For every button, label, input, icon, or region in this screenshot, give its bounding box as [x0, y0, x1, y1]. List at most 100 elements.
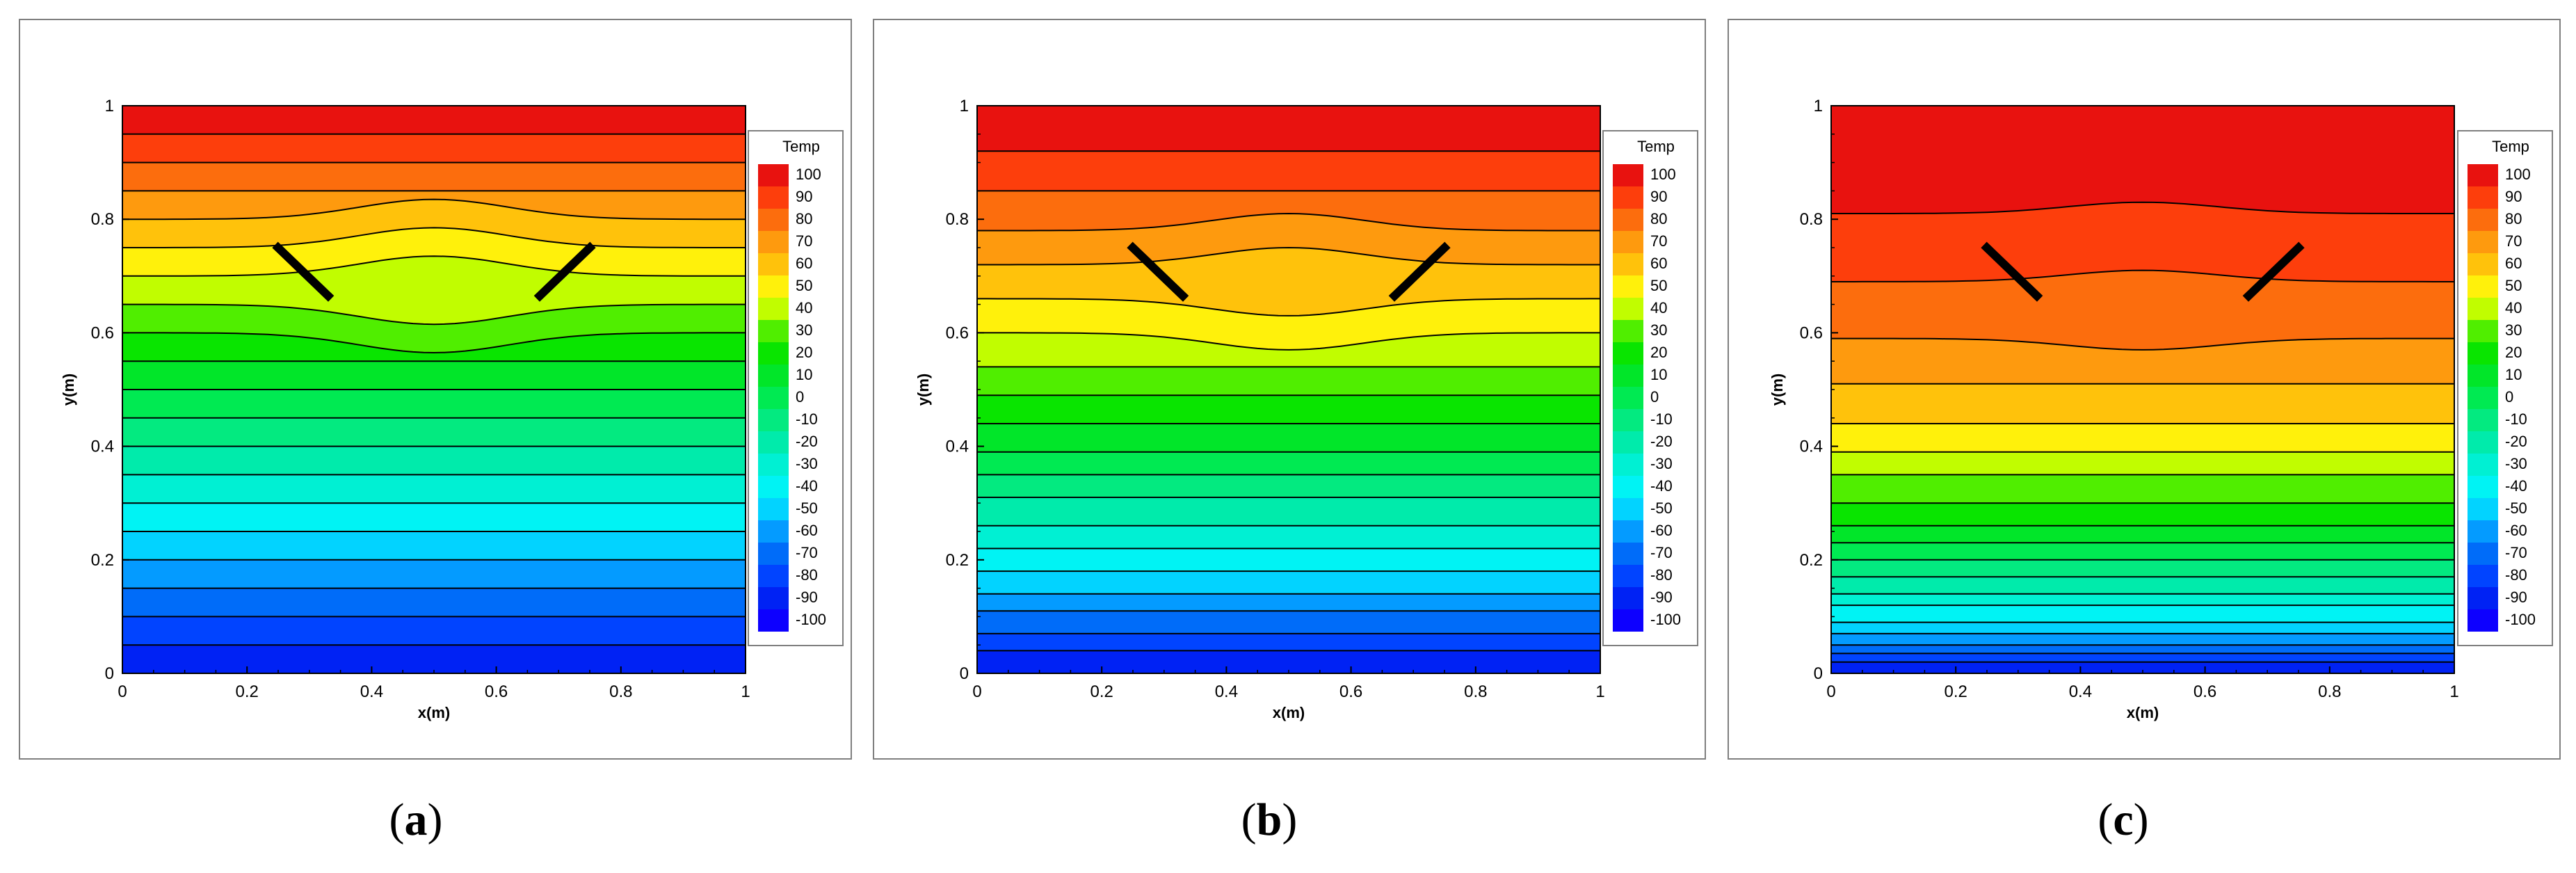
- panel-caption: (c): [2098, 794, 2148, 845]
- legend-swatch: [758, 520, 789, 543]
- contour-band: [1831, 577, 2454, 594]
- caption-close-paren: ): [2134, 794, 2149, 845]
- x-tick-label: 0.8: [609, 682, 632, 701]
- legend-swatch: [2468, 409, 2498, 431]
- panel-caption: (a): [389, 794, 443, 845]
- plate-left: [272, 241, 335, 302]
- legend-label: -10: [1650, 410, 1673, 428]
- legend-swatch: [758, 565, 789, 587]
- x-axis-label: x(m): [1273, 704, 1305, 721]
- legend-swatch: [2468, 298, 2498, 320]
- y-tick-label: 0.8: [1800, 210, 1823, 229]
- legend-label: 30: [2505, 321, 2522, 339]
- legend-swatch: [1613, 431, 1643, 454]
- legend-label: -70: [2505, 544, 2527, 561]
- legend-label: 100: [2505, 166, 2531, 183]
- contour-band: [122, 191, 746, 220]
- plate-left: [1981, 241, 2043, 302]
- contour-band: [122, 162, 746, 191]
- legend-label: -20: [2505, 433, 2527, 450]
- x-tick-label: 0.2: [1945, 682, 1967, 701]
- legend-label: 70: [796, 232, 812, 250]
- contour-band: [977, 191, 1600, 231]
- contour-band: [1831, 270, 2454, 350]
- y-tick-label: 0.2: [946, 551, 969, 570]
- legend: Temp1009080706050403020100-10-20-30-40-5…: [2457, 130, 2553, 646]
- x-axis-label: x(m): [2127, 704, 2159, 721]
- plate-right: [1388, 241, 1451, 302]
- legend-swatch: [2468, 320, 2498, 342]
- legend-swatch: [758, 209, 789, 231]
- legend-swatch: [1613, 587, 1643, 609]
- legend-label: 60: [1650, 255, 1667, 272]
- contour-band: [977, 611, 1600, 634]
- contour-line: [122, 198, 746, 221]
- x-tick-label: 0.4: [1215, 682, 1238, 701]
- panel-c: 0 0.2 0.4 0.6 0.8 100.20.40.60.81x(m)y(m)Temp…: [1728, 19, 2561, 845]
- legend-swatch: [2468, 587, 2498, 609]
- legend-swatch: [1613, 342, 1643, 365]
- legend: Temp1009080706050403020100-10-20-30-40-5…: [1602, 130, 1698, 646]
- legend-label: 60: [796, 255, 812, 272]
- legend-label: -30: [1650, 455, 1673, 472]
- contour-band: [977, 451, 1600, 475]
- contour-band: [1831, 622, 2454, 634]
- legend-label: 100: [796, 166, 821, 183]
- legend-swatch: [758, 387, 789, 409]
- contour-band: [1831, 424, 2454, 452]
- legend-swatch: [758, 498, 789, 520]
- x-tick-label: 0: [118, 682, 127, 701]
- caption-letter: a: [405, 794, 428, 845]
- y-tick-label: 1: [1814, 97, 1823, 115]
- panel-frame: [19, 19, 852, 760]
- contour-line: [977, 298, 1600, 317]
- contour-line: [977, 332, 1600, 351]
- contour-band: [977, 633, 1600, 651]
- contour-band: [1831, 338, 2454, 384]
- legend-swatch: [758, 431, 789, 454]
- legend-label: -80: [796, 566, 818, 584]
- legend-swatch: [2468, 565, 2498, 587]
- y-tick-label: 0.8: [946, 210, 969, 229]
- contour-band: [122, 361, 746, 390]
- plate-right: [2242, 241, 2305, 302]
- contour-band: [122, 588, 746, 617]
- contour-band: [122, 417, 746, 447]
- contour-band: [1831, 633, 2454, 646]
- legend-label: 90: [1650, 188, 1667, 205]
- legend-label: -40: [2505, 477, 2527, 495]
- caption-close-paren: ): [1282, 794, 1297, 845]
- legend-swatch: [758, 164, 789, 186]
- legend-swatch: [2468, 387, 2498, 409]
- contour-band: [122, 390, 746, 418]
- legend-swatch: [1613, 520, 1643, 543]
- y-tick-label: 0: [105, 664, 114, 683]
- contour-band: [1831, 503, 2454, 526]
- contour-band: [122, 106, 746, 134]
- legend: Temp1009080706050403020100-10-20-30-40-5…: [748, 130, 844, 646]
- legend-label: -80: [2505, 566, 2527, 584]
- contour-band: [1831, 106, 2454, 214]
- contour-band: [977, 548, 1600, 572]
- contour-band: [977, 474, 1600, 497]
- y-tick-label: 0: [1814, 664, 1823, 683]
- legend-label: 80: [1650, 210, 1667, 227]
- y-tick-label: 0: [960, 664, 969, 683]
- legend-swatch: [2468, 609, 2498, 632]
- legend-swatch: [758, 543, 789, 565]
- legend-swatch: [1613, 209, 1643, 231]
- x-tick-label: 0.2: [1090, 682, 1113, 701]
- legend-label: -70: [1650, 544, 1673, 561]
- x-tick-label: 1: [741, 682, 750, 701]
- legend-label: 10: [796, 366, 812, 383]
- legend-swatch: [2468, 186, 2498, 209]
- x-tick-label: 0: [972, 682, 981, 701]
- legend-label: -70: [796, 544, 818, 561]
- legend-swatch: [2468, 365, 2498, 387]
- legend-label: 80: [796, 210, 812, 227]
- legend-swatch: [758, 409, 789, 431]
- caption-open-paren: (: [389, 794, 405, 845]
- legend-swatch: [2468, 454, 2498, 476]
- contour-band: [122, 333, 746, 362]
